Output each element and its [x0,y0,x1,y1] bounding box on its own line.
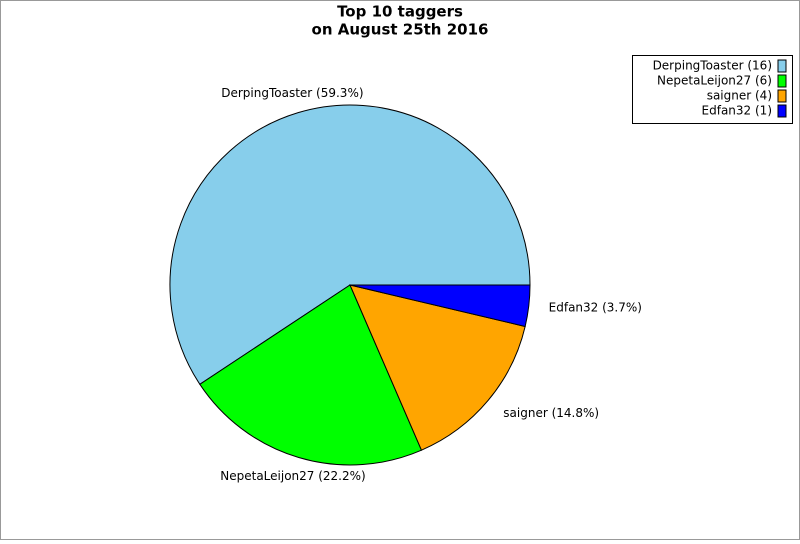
legend-label: DerpingToaster (16) [653,59,772,73]
slice-label: saigner (14.8%) [503,406,599,420]
legend-label: NepetaLeijon27 (6) [657,74,772,88]
pie-slice [349,284,531,328]
pie-slice [349,284,526,451]
legend-box [632,55,793,124]
legend-label: Edfan32 (1) [702,104,772,118]
legend-swatch [777,89,787,103]
slice-label: NepetaLeijon27 (22.2%) [220,469,365,483]
legend-swatch [777,104,787,118]
legend-label: saigner (4) [707,89,772,103]
slice-label: Edfan32 (3.7%) [549,301,642,315]
slice-label: DerpingToaster (59.3%) [221,86,363,100]
legend-swatch [777,59,787,73]
pie-slice [169,104,531,385]
pie-slice [199,284,423,466]
legend-swatch [777,74,787,88]
chart-title: Top 10 taggers [337,3,463,21]
chart-title: on August 25th 2016 [312,21,489,39]
